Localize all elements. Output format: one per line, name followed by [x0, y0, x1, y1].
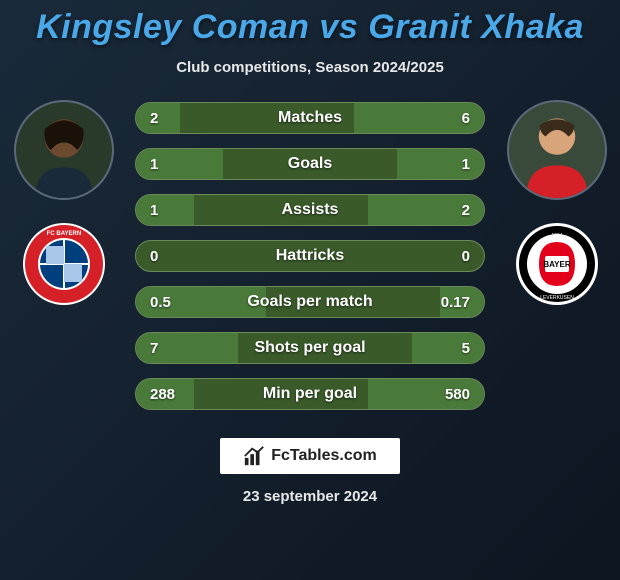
- stat-value-right: 2: [462, 202, 470, 219]
- footer-logo: FcTables.com: [220, 438, 400, 474]
- vs-word: vs: [319, 8, 358, 46]
- stat-value-right: 0: [462, 248, 470, 265]
- stat-row: 2 Matches 6: [135, 102, 485, 134]
- stat-value-left: 2: [150, 110, 158, 127]
- leverkusen-crest-icon: BAYER 1904 LEVERKUSEN: [515, 222, 599, 306]
- player-right-crest: BAYER 1904 LEVERKUSEN: [515, 222, 599, 306]
- stat-label: Goals per match: [247, 293, 372, 311]
- player-right-column: BAYER 1904 LEVERKUSEN: [499, 100, 614, 306]
- stat-label: Min per goal: [263, 385, 357, 403]
- footer-logo-text: FcTables.com: [271, 447, 377, 465]
- stat-value-left: 0: [150, 248, 158, 265]
- stat-value-left: 0.5: [150, 294, 171, 311]
- stat-row: 288 Min per goal 580: [135, 378, 485, 410]
- stat-value-left: 288: [150, 386, 175, 403]
- stat-row: 7 Shots per goal 5: [135, 332, 485, 364]
- stat-label: Goals: [288, 155, 332, 173]
- comparison-title: Kingsley Coman vs Granit Xhaka: [0, 0, 620, 47]
- player-left-column: FC BAYERN: [6, 100, 121, 306]
- svg-text:LEVERKUSEN: LEVERKUSEN: [540, 295, 574, 301]
- player-left-crest: FC BAYERN: [22, 222, 106, 306]
- stat-label: Assists: [282, 201, 339, 219]
- svg-text:FC BAYERN: FC BAYERN: [46, 231, 80, 237]
- stat-row: 0 Hattricks 0: [135, 240, 485, 272]
- stat-value-right: 1: [462, 156, 470, 173]
- stat-row: 0.5 Goals per match 0.17: [135, 286, 485, 318]
- subtitle: Club competitions, Season 2024/2025: [0, 59, 620, 76]
- player-left-avatar: [14, 100, 114, 200]
- stat-row: 1 Assists 2: [135, 194, 485, 226]
- stat-label: Shots per goal: [254, 339, 365, 357]
- svg-text:1904: 1904: [551, 233, 562, 239]
- svg-text:BAYER: BAYER: [543, 260, 570, 269]
- stat-value-right: 0.17: [441, 294, 470, 311]
- comparison-content: FC BAYERN BAYER 1904 LEVERKUSEN: [0, 100, 620, 420]
- stat-value-right: 580: [445, 386, 470, 403]
- player2-name: Granit Xhaka: [368, 8, 584, 46]
- stats-container: 2 Matches 6 1 Goals 1 1 Assists 2 0 Hattricks 0 0.5 G…: [135, 102, 485, 410]
- stat-row: 1 Goals 1: [135, 148, 485, 180]
- stat-value-left: 7: [150, 340, 158, 357]
- stat-value-right: 6: [462, 110, 470, 127]
- stat-value-left: 1: [150, 202, 158, 219]
- player1-name: Kingsley Coman: [36, 8, 309, 46]
- stat-label: Hattricks: [276, 247, 344, 265]
- stat-label: Matches: [278, 109, 342, 127]
- avatar-icon: [509, 102, 605, 198]
- footer-date: 23 september 2024: [0, 488, 620, 505]
- bayern-crest-icon: FC BAYERN: [22, 222, 106, 306]
- stat-value-left: 1: [150, 156, 158, 173]
- player-right-avatar: [507, 100, 607, 200]
- avatar-icon: [16, 102, 112, 198]
- stat-value-right: 5: [462, 340, 470, 357]
- chart-icon: [243, 445, 265, 467]
